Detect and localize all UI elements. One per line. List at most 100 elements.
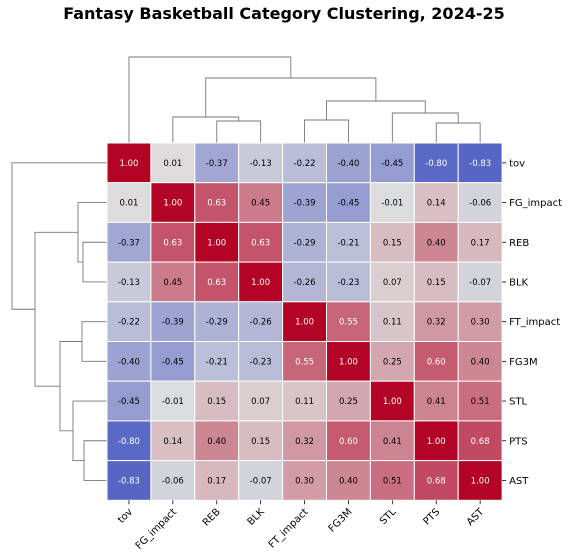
heatmap-cell [457,182,503,223]
cell-value-label: -0.83 [469,159,491,169]
cell-value-label: 0.41 [427,397,446,407]
heatmap-cell [457,380,503,422]
heatmap-cell [150,182,196,223]
cell-value-label: -0.29 [206,318,228,328]
cell-value-label: -0.45 [337,199,359,209]
cell-value-label: -0.22 [294,159,316,169]
heatmap-cell [326,261,371,303]
cell-value-label: 0.07 [251,397,270,407]
heatmap-cell [326,420,371,462]
cell-value-label: -0.39 [162,318,184,328]
cell-value-label: 1.00 [163,199,182,209]
cell-value-label: 0.51 [471,397,490,407]
cell-value-label: 0.63 [207,278,226,288]
cell-value-label: 0.11 [383,318,402,328]
heatmap-cell [194,460,240,501]
cell-value-label: 0.25 [383,357,402,367]
cell-value-label: 0.40 [339,476,358,486]
cell-value-label: 1.00 [383,397,402,407]
cell-value-label: 0.15 [207,397,226,407]
heatmap-cell [457,142,503,184]
heatmap-cell [106,301,152,342]
cell-value-label: 0.15 [251,437,270,447]
heatmap-cell [282,380,328,422]
column-tick-label: BLK [246,506,268,528]
cell-value-label: -0.37 [206,159,228,169]
row-tick-labels: tov FG_impact REB BLK FT_impact FG3M STL PTS AST [502,158,562,487]
dendrogram-link [72,400,107,462]
cell-value-label: 0.51 [383,476,402,486]
cell-value-label: -0.26 [294,278,316,288]
cell-value-label: 1.00 [251,278,270,288]
heatmap-cell [238,380,284,422]
cell-value-label: 0.40 [471,357,490,367]
dendrogram-link [326,100,426,120]
cell-value-label: -0.13 [250,159,272,169]
column-tick-label: FG_impact [134,507,179,552]
cell-value-label: 0.40 [207,437,226,447]
column-tick-label: STL [378,506,399,527]
column-tick-label: PTS [422,507,443,528]
cell-value-label: -0.21 [337,238,359,248]
row-dendrogram [11,162,107,481]
cell-value-label: 0.45 [251,199,270,209]
cell-value-label: -0.13 [118,278,140,288]
row-tick-label: STL [509,397,527,408]
cell-value-label: -0.80 [118,437,140,447]
dendrogram-link [205,77,377,117]
cell-value-label: -0.22 [118,318,140,328]
dendrogram-link [435,122,481,143]
column-tick-label: AST [465,506,487,528]
cell-value-label: 0.25 [339,397,358,407]
cell-value-label: 0.63 [163,238,182,248]
cell-value-label: 0.11 [295,397,314,407]
dendrogram-link [83,440,107,481]
row-tick-label: tov [509,158,525,169]
heatmap-cell [238,182,284,223]
dendrogram-link [34,231,78,387]
cell-value-label: 0.17 [207,476,226,486]
cell-value-label: 0.32 [295,437,314,447]
cell-value-label: 0.01 [119,199,138,209]
cell-value-label: 0.68 [427,476,446,486]
heatmap-cell [106,261,152,303]
heatmap-cell [194,420,240,462]
heatmap-cell [106,221,152,263]
heatmap-cell [150,142,196,184]
heatmap-cell [106,182,152,223]
column-tick-label: FG3M [327,507,355,535]
cell-value-label: -0.23 [337,278,359,288]
cell-value-label: 0.41 [383,437,402,447]
cell-value-label: 0.17 [471,238,490,248]
row-tick-label: BLK [509,277,528,288]
heatmap-cell [413,380,459,422]
cell-value-label: -0.29 [294,238,316,248]
heatmap-cell [457,221,503,263]
cell-value-label: -0.80 [425,159,447,169]
cell-value-label: -0.01 [381,199,403,209]
dendrogram-link [391,112,459,143]
heatmap-cells: 1.00 0.01 -0.37 -0.13 -0.22 -0.40 -0.45 -0.80 -0… [106,142,503,501]
heatmap-cell [413,420,459,462]
cell-value-label: 0.40 [427,238,446,248]
cell-value-label: 1.00 [207,238,226,248]
heatmap-cell [369,261,415,303]
cell-value-label: 0.14 [427,199,446,209]
dendrogram-link [216,120,262,143]
row-tick-label: PTS [509,436,527,447]
cell-value-label: -0.83 [118,476,140,486]
cell-value-label: 0.30 [295,476,314,486]
heatmap-cell [194,341,240,382]
cell-value-label: 1.00 [427,437,446,447]
cell-value-label: -0.07 [469,278,491,288]
heatmap-cell [282,261,328,303]
cell-value-label: 0.55 [295,357,314,367]
heatmap-cell [150,460,196,501]
cell-value-label: 0.60 [339,437,358,447]
row-tick-label: FG_impact [509,198,562,209]
cell-value-label: 1.00 [339,357,358,367]
dendrogram-link [304,119,349,143]
cell-value-label: -0.39 [294,199,316,209]
dendrogram-link [77,202,107,263]
cell-value-label: 0.30 [471,318,490,328]
